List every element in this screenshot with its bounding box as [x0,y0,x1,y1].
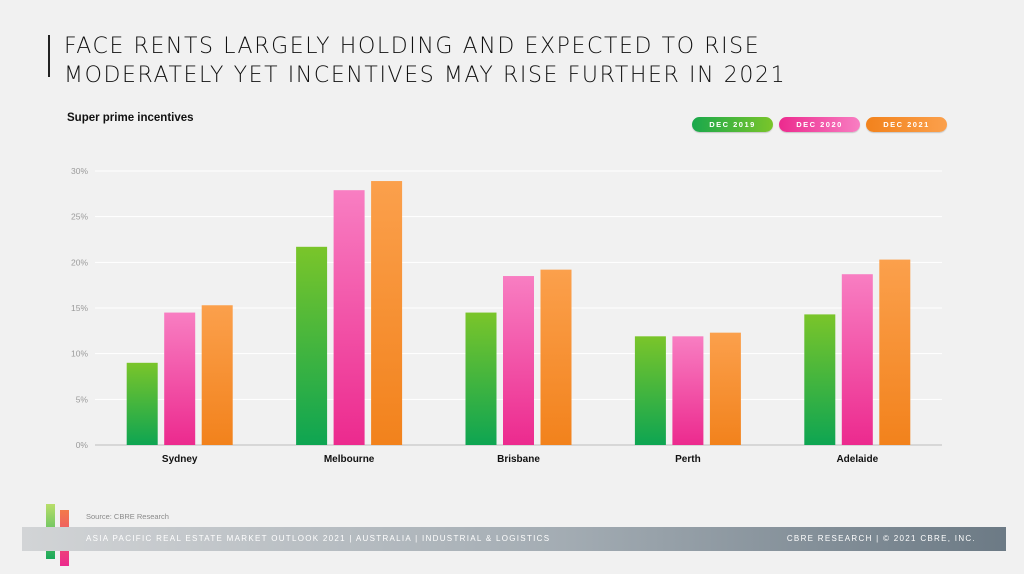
bar-sydney-dec-2019 [126,362,158,445]
bar-melbourne-dec-2021 [371,181,403,445]
y-tick-label: 20% [71,257,88,267]
footer-report-label: ASIA PACIFIC REAL ESTATE MARKET OUTLOOK … [86,534,551,543]
title-accent-rule [48,35,50,77]
y-axis-ticks: 0% 5% 10% 15% 20% 25% 30% [71,166,88,450]
chart-legend: DEC 2019 DEC 2020 DEC 2021 [692,117,947,132]
chart-title: Super prime incentives [67,112,194,124]
bars [126,181,911,445]
y-tick-label: 0% [76,440,89,450]
bar-melbourne-dec-2019 [296,246,328,445]
x-tick-label: Perth [675,454,701,465]
footer-copyright: CBRE RESEARCH | © 2021 CBRE, INC. [786,534,976,543]
x-tick-label: Sydney [162,454,198,465]
x-axis-ticks: Sydney Melbourne Brisbane Perth Adelaide [162,454,879,465]
page-title-line-1: FACE RENTS LARGELY HOLDING AND EXPECTED … [64,34,761,59]
bar-sydney-dec-2020 [164,312,196,445]
bar-perth-dec-2020 [672,336,704,445]
bar-melbourne-dec-2020 [333,190,365,445]
bar-brisbane-dec-2020 [503,276,534,445]
page-title: FACE RENTS LARGELY HOLDING AND EXPECTED … [64,32,964,90]
bar-brisbane-dec-2019 [465,312,497,445]
legend-item-dec-2020: DEC 2020 [779,117,860,132]
y-tick-label: 25% [71,212,88,222]
bar-adelaide-dec-2021 [879,259,911,445]
legend-item-dec-2019: DEC 2019 [692,117,773,132]
footer-bar: ASIA PACIFIC REAL ESTATE MARKET OUTLOOK … [22,527,1006,551]
bar-adelaide-dec-2019 [804,314,836,445]
legend-item-dec-2021: DEC 2021 [866,117,947,132]
y-tick-label: 30% [71,166,88,176]
x-tick-label: Melbourne [324,454,375,465]
y-tick-label: 10% [71,349,88,359]
bar-sydney-dec-2021 [201,305,233,445]
bar-perth-dec-2021 [709,332,741,445]
y-tick-label: 5% [76,394,89,404]
y-tick-label: 15% [71,303,88,313]
bar-brisbane-dec-2021 [540,269,572,445]
bar-perth-dec-2019 [634,336,666,445]
x-tick-label: Adelaide [836,454,878,465]
x-tick-label: Brisbane [497,454,540,465]
bar-chart: 0% 5% 10% 15% 20% 25% 30% Sydney Melbourne Brisb… [71,166,942,465]
source-note: Source: CBRE Research [86,512,169,521]
page-title-line-2: MODERATELY YET INCENTIVES MAY RISE FURTH… [64,63,787,88]
bar-adelaide-dec-2020 [841,274,873,445]
